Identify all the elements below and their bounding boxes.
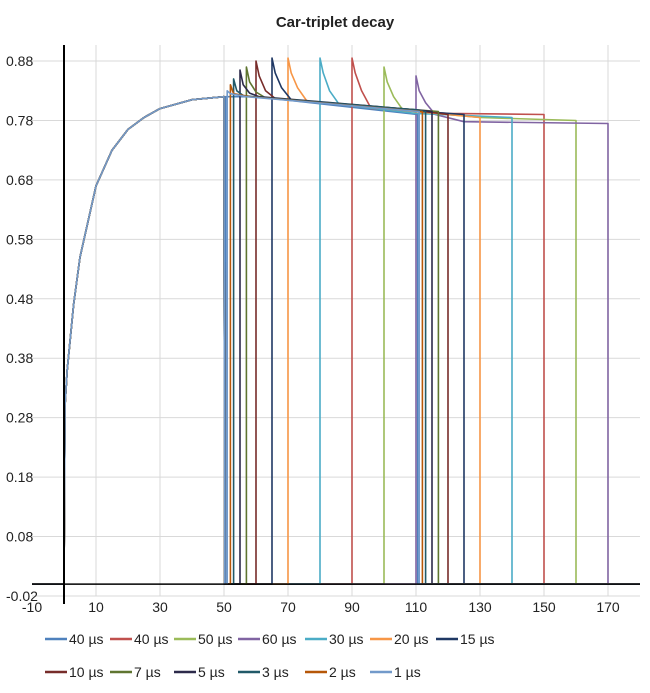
y-tick-label: 0.38 <box>6 350 33 366</box>
x-tick-label: 10 <box>88 599 104 615</box>
legend-item: 50 µs <box>174 631 233 647</box>
legend-label: 5 µs <box>198 664 225 680</box>
x-axis-ticks: -10 10 30 50 70 90 110 130 150 170 <box>22 599 620 615</box>
y-tick-label: 0.28 <box>6 410 33 426</box>
x-tick-label: 70 <box>280 599 296 615</box>
legend-item: 10 µs <box>45 664 104 680</box>
x-tick-label: 110 <box>405 599 428 615</box>
legend-label: 1 µs <box>394 664 421 680</box>
legend-label: 15 µs <box>460 631 495 647</box>
series-line-4 <box>32 57 640 585</box>
legend-label: 40 µs <box>69 631 104 647</box>
x-tick-label: 90 <box>344 599 360 615</box>
series-line-3 <box>32 75 640 585</box>
y-tick-label: 0.08 <box>6 529 33 545</box>
legend-label: 3 µs <box>262 664 289 680</box>
y-tick-label: 0.88 <box>6 53 33 69</box>
legend-item: 60 µs <box>238 631 297 647</box>
y-tick-label: 0.18 <box>6 469 33 485</box>
series-line-12 <box>32 90 640 585</box>
legend-label: 20 µs <box>394 631 429 647</box>
legend-label: 60 µs <box>262 631 297 647</box>
series-line-9 <box>32 69 640 585</box>
legend-item: 5 µs <box>174 664 225 680</box>
legend-label: 7 µs <box>134 664 161 680</box>
legend-label: 10 µs <box>69 664 104 680</box>
legend-item: 1 µs <box>370 664 421 680</box>
legend: 40 µs 40 µs 50 µs 60 µs 30 µs 20 µs 15 µs 10 µs… <box>45 631 495 680</box>
y-tick-label: 0.48 <box>6 291 33 307</box>
x-tick-label: 170 <box>596 599 620 615</box>
x-tick-label: 130 <box>468 599 492 615</box>
legend-item: 40 µs <box>110 631 169 647</box>
series-line-11 <box>32 84 640 585</box>
series-line-6 <box>32 57 640 585</box>
legend-item: 15 µs <box>436 631 495 647</box>
legend-item: 20 µs <box>370 631 429 647</box>
y-axis-ticks: -0.02 0.08 0.18 0.28 0.38 0.48 0.58 0.68 0.78 0.8… <box>6 53 38 604</box>
legend-item: 3 µs <box>238 664 289 680</box>
legend-label: 40 µs <box>134 631 169 647</box>
y-tick-label: -0.02 <box>6 588 38 604</box>
series-lines <box>32 57 640 585</box>
chart-title: Car-triplet decay <box>276 14 395 31</box>
series-line-2 <box>32 66 640 585</box>
legend-label: 50 µs <box>198 631 233 647</box>
y-tick-label: 0.78 <box>6 112 33 128</box>
series-line-0 <box>32 95 640 585</box>
gridlines <box>32 45 640 597</box>
series-line-1 <box>32 57 640 585</box>
series-line-8 <box>32 66 640 585</box>
y-tick-label: 0.68 <box>6 172 33 188</box>
x-tick-label: 30 <box>152 599 168 615</box>
axes <box>32 45 640 604</box>
legend-item: 30 µs <box>305 631 364 647</box>
legend-label: 30 µs <box>329 631 364 647</box>
legend-label: 2 µs <box>329 664 356 680</box>
y-tick-label: 0.58 <box>6 231 33 247</box>
series-line-5 <box>32 57 640 585</box>
legend-item: 2 µs <box>305 664 356 680</box>
x-tick-label: 150 <box>532 599 556 615</box>
x-tick-label: -10 <box>22 599 42 615</box>
legend-item: 40 µs <box>45 631 104 647</box>
x-tick-label: 50 <box>216 599 232 615</box>
legend-item: 7 µs <box>110 664 161 680</box>
series-line-7 <box>32 60 640 585</box>
series-line-10 <box>32 78 640 585</box>
